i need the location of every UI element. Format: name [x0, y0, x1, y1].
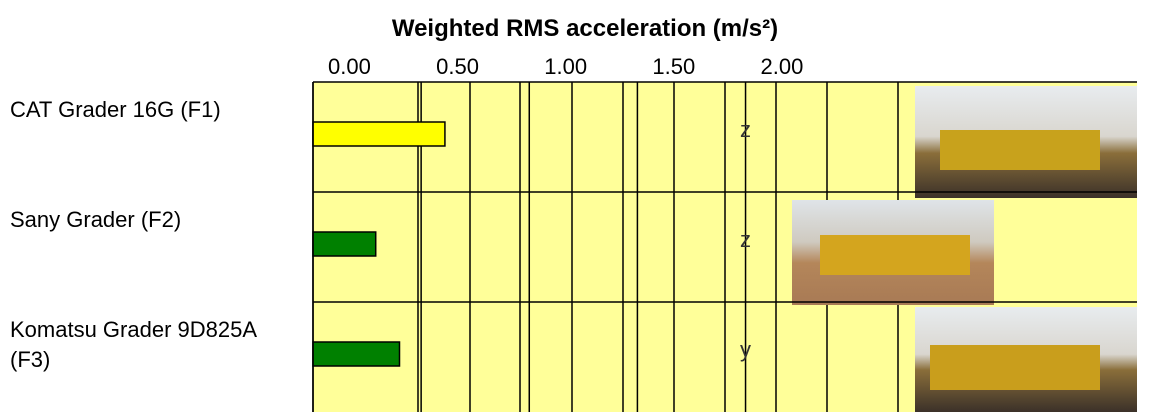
bar [312, 121, 446, 147]
x-tick-label: 1.50 [652, 54, 695, 79]
bar [312, 231, 377, 257]
category-label: Sany Grader (F2) [10, 207, 182, 232]
photo-machine [930, 345, 1100, 390]
x-tick-label: 1.00 [544, 54, 587, 79]
photos [792, 86, 1137, 412]
x-tick-label: 0.00 [328, 54, 371, 79]
annotation: z [740, 227, 751, 252]
chart-title: Weighted RMS acceleration (m/s²) [392, 15, 778, 42]
bar [312, 341, 401, 367]
annotation: z [740, 117, 751, 142]
photo-machine [820, 235, 970, 275]
category-label: Komatsu Grader 9D825A (F3) [10, 317, 256, 372]
annotation: y [740, 337, 751, 362]
x-tick-label: 2.00 [761, 54, 804, 79]
category-label: CAT Grader 16G (F1) [10, 97, 221, 122]
photo-machine [940, 130, 1100, 170]
x-tick-label: 0.50 [436, 54, 479, 79]
